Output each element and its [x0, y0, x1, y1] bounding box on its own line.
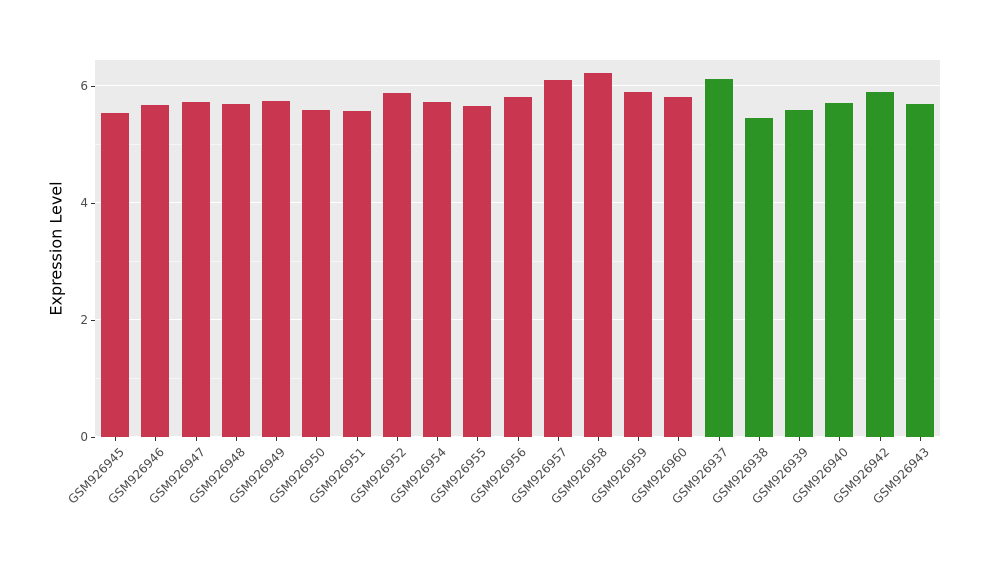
y-tick-mark — [91, 320, 95, 322]
bar-GSM926938 — [744, 118, 773, 437]
plot-panel — [95, 60, 940, 437]
bar-GSM926949 — [262, 100, 291, 437]
x-tick-mark — [517, 437, 519, 441]
y-tick-label: 0 — [80, 430, 88, 444]
bar-GSM926951 — [342, 110, 371, 437]
y-axis-title: Expression Level — [40, 60, 72, 437]
x-tick-mark — [919, 437, 921, 441]
y-tick-mark — [91, 86, 95, 88]
x-tick-mark — [276, 437, 278, 441]
bar-GSM926957 — [543, 80, 572, 437]
bar-GSM926952 — [382, 93, 411, 437]
bar-GSM926937 — [704, 78, 733, 437]
y-tick-label: 2 — [80, 313, 88, 328]
bar-GSM926947 — [181, 101, 210, 437]
x-tick-mark — [437, 437, 439, 441]
bar-GSM926958 — [583, 72, 612, 437]
x-tick-mark — [396, 437, 398, 441]
y-tick-label: 6 — [80, 79, 88, 94]
x-tick-mark — [839, 437, 841, 441]
x-tick-mark — [718, 437, 720, 441]
x-tick-mark — [758, 437, 760, 441]
x-tick-mark — [235, 437, 237, 441]
x-tick-mark — [879, 437, 881, 441]
bar-GSM926939 — [785, 109, 814, 437]
x-tick-mark — [356, 437, 358, 441]
bar-GSM926946 — [141, 105, 170, 437]
x-tick-mark — [195, 437, 197, 441]
x-tick-mark — [115, 437, 117, 441]
x-tick-mark — [557, 437, 559, 441]
bar-GSM926955 — [463, 106, 492, 437]
x-tick-mark — [597, 437, 599, 441]
y-tick-label: 4 — [80, 196, 88, 211]
bar-GSM926960 — [664, 97, 693, 437]
bar-GSM926940 — [825, 102, 854, 437]
bar-GSM926945 — [101, 112, 130, 437]
bar-GSM926959 — [624, 92, 653, 437]
bar-GSM926956 — [503, 97, 532, 437]
x-tick-mark — [638, 437, 640, 441]
x-tick-mark — [477, 437, 479, 441]
bar-GSM926942 — [865, 92, 894, 437]
y-axis-title-text: Expression Level — [46, 181, 66, 316]
x-tick-mark — [799, 437, 801, 441]
x-tick-mark — [155, 437, 157, 441]
bar-GSM926954 — [423, 102, 452, 437]
bar-GSM926950 — [302, 109, 331, 437]
bar-GSM926943 — [905, 103, 934, 437]
bar-GSM926948 — [221, 103, 250, 437]
gridline-major — [95, 85, 940, 87]
x-tick-mark — [678, 437, 680, 441]
y-tick-mark — [91, 203, 95, 205]
y-tick-mark — [91, 437, 95, 438]
x-tick-mark — [316, 437, 318, 441]
